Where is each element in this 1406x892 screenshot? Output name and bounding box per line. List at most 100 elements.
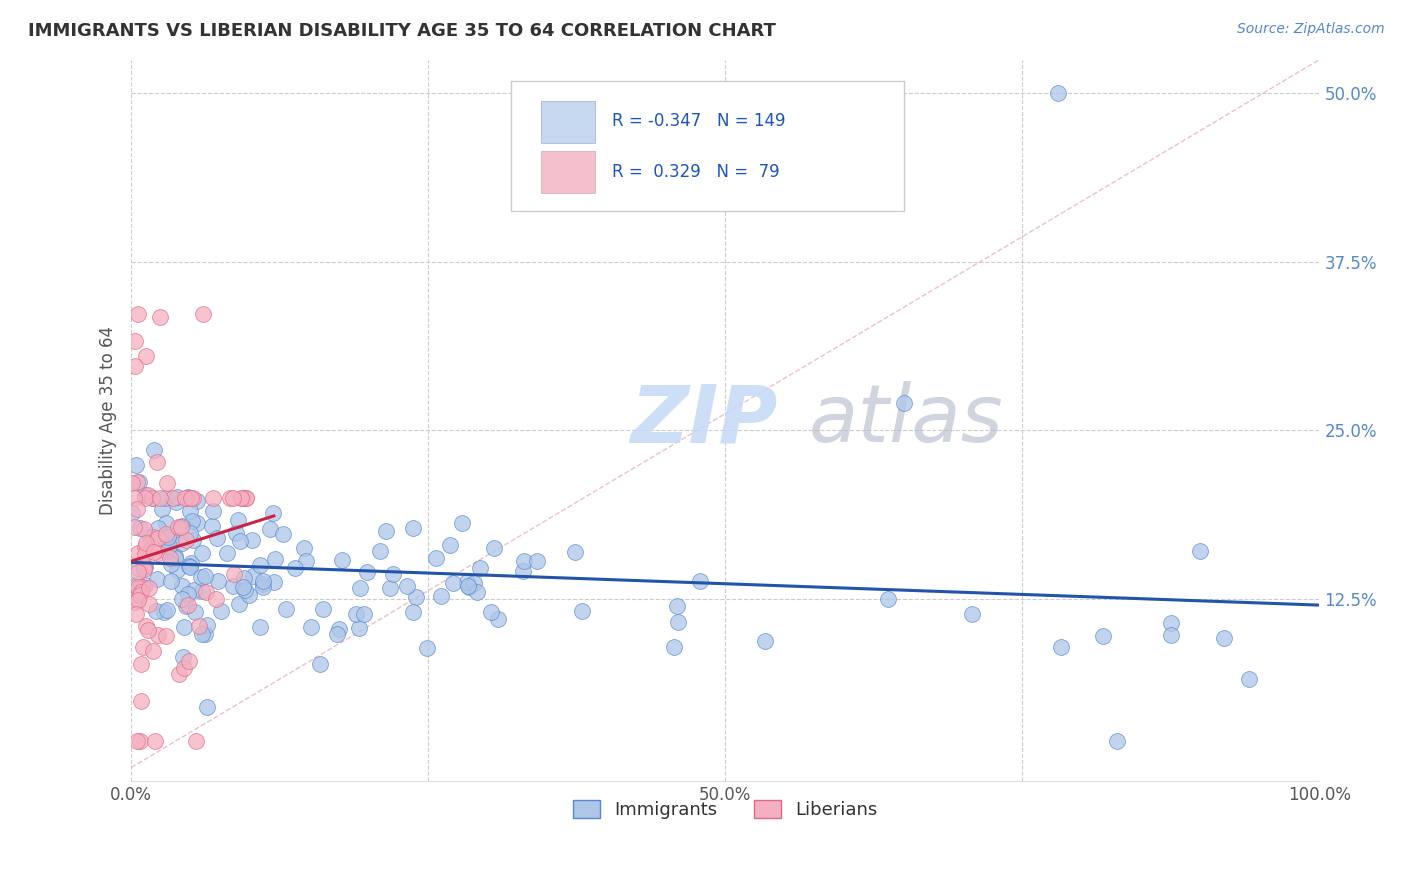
Point: [238, 588, 260, 602]
Point: [479, 605, 502, 619]
Point: [122, 520, 145, 534]
Point: [1160, 615, 1182, 630]
Point: [166, 563, 188, 577]
Point: [170, 520, 193, 534]
Point: [129, 521, 152, 535]
Point: [155, 527, 177, 541]
Point: [240, 533, 263, 548]
Text: IMMIGRANTS VS LIBERIAN DISABILITY AGE 35 TO 64 CORRELATION CHART: IMMIGRANTS VS LIBERIAN DISABILITY AGE 35…: [28, 22, 776, 40]
Point: [222, 491, 245, 505]
Point: [150, 501, 173, 516]
Point: [172, 591, 194, 606]
Point: [486, 612, 509, 626]
Point: [131, 694, 153, 708]
Point: [122, 587, 145, 601]
Point: [127, 546, 149, 560]
Point: [127, 565, 149, 579]
Point: [284, 561, 307, 575]
Point: [184, 733, 207, 747]
Point: [134, 540, 156, 554]
Point: [416, 640, 439, 655]
Point: [195, 618, 218, 632]
Point: [152, 605, 174, 619]
Point: [242, 569, 264, 583]
Point: [134, 548, 156, 562]
Point: [142, 541, 165, 555]
Point: [259, 522, 281, 536]
Point: [402, 605, 425, 619]
Point: [129, 657, 152, 671]
Point: [218, 491, 240, 505]
Point: [166, 490, 188, 504]
Point: [382, 567, 405, 582]
Point: [271, 527, 294, 541]
Point: [346, 607, 368, 621]
Point: [127, 593, 149, 607]
Point: [225, 526, 247, 541]
Point: [231, 491, 253, 505]
Point: [129, 733, 152, 747]
FancyBboxPatch shape: [512, 81, 904, 211]
Point: [194, 568, 217, 582]
Point: [201, 491, 224, 505]
Point: [233, 571, 256, 585]
Point: [121, 475, 143, 490]
Point: [666, 599, 689, 614]
Point: [132, 523, 155, 537]
Bar: [541, 152, 595, 193]
Text: R = -0.347   N = 149: R = -0.347 N = 149: [613, 112, 786, 130]
Point: [439, 538, 461, 552]
Point: [146, 521, 169, 535]
Point: [132, 562, 155, 576]
Point: [138, 597, 160, 611]
Point: [138, 544, 160, 558]
Point: [205, 591, 228, 606]
Point: [330, 552, 353, 566]
Point: [252, 576, 274, 591]
Point: [146, 455, 169, 469]
Point: [226, 513, 249, 527]
Point: [187, 619, 209, 633]
Point: [1239, 672, 1261, 686]
Point: [405, 591, 427, 605]
Point: [222, 579, 245, 593]
Point: [136, 488, 159, 502]
Point: [127, 582, 149, 596]
Point: [127, 580, 149, 594]
Point: [374, 524, 396, 539]
Point: [754, 634, 776, 648]
Point: [564, 544, 586, 558]
Point: [222, 567, 245, 582]
Point: [194, 584, 217, 599]
Point: [513, 553, 536, 567]
Bar: [541, 101, 595, 143]
Legend: Immigrants, Liberians: Immigrants, Liberians: [565, 792, 884, 826]
Point: [162, 532, 184, 546]
Point: [134, 559, 156, 574]
Point: [1188, 544, 1211, 558]
Point: [191, 307, 214, 321]
Point: [142, 644, 165, 658]
Point: [180, 491, 202, 505]
Point: [131, 581, 153, 595]
Point: [134, 487, 156, 501]
Point: [127, 561, 149, 575]
Point: [274, 601, 297, 615]
Point: [1091, 629, 1114, 643]
Point: [124, 334, 146, 349]
Point: [349, 582, 371, 596]
Point: [148, 310, 170, 325]
Point: [149, 541, 172, 556]
Point: [134, 559, 156, 574]
Point: [181, 491, 204, 505]
Point: [138, 581, 160, 595]
Point: [125, 607, 148, 622]
Point: [264, 552, 287, 566]
Point: [457, 580, 479, 594]
Point: [664, 640, 686, 654]
Point: [125, 502, 148, 516]
Point: [347, 621, 370, 635]
Point: [135, 536, 157, 550]
Point: [380, 582, 402, 596]
Point: [129, 583, 152, 598]
